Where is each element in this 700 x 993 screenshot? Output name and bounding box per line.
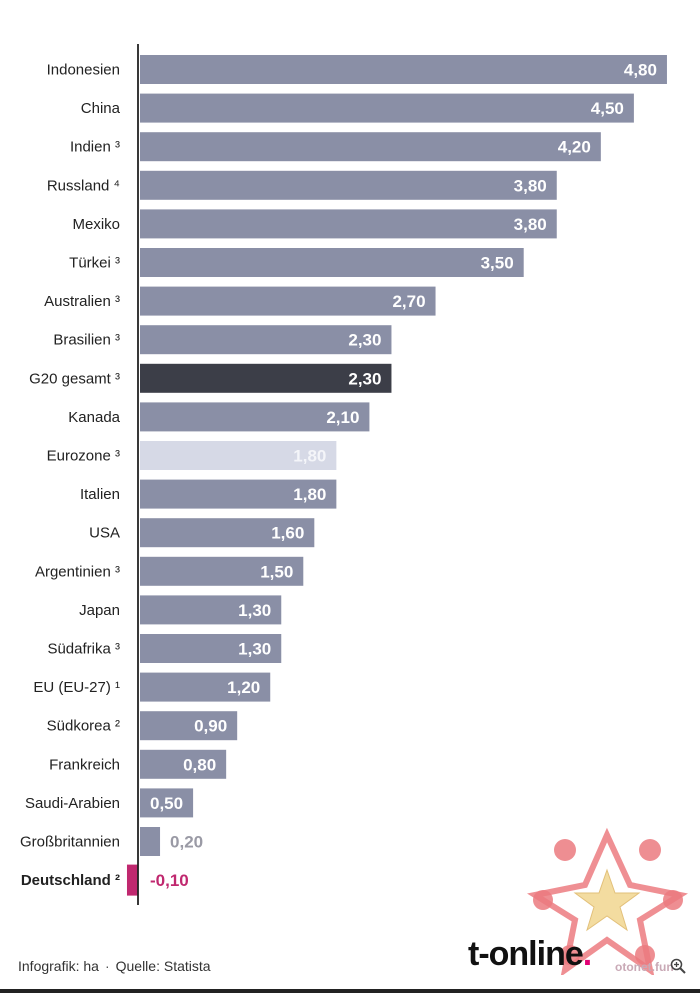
value-label: 0,80 (183, 755, 216, 774)
category-label: USA (89, 525, 120, 542)
bar-chart: Indonesien 4,80 China 4,50 Indien ³ 4,20 Russl… (20, 44, 669, 905)
category-label: Australien ³ (44, 293, 120, 310)
zoom-in-icon[interactable] (670, 958, 686, 974)
value-label: 4,50 (591, 99, 624, 118)
bar (138, 323, 394, 357)
chart-footer: Infografik: ha · Quelle: Statista (18, 958, 211, 974)
value-label: 0,20 (170, 833, 203, 852)
bar (138, 400, 372, 434)
category-label: Türkei ³ (69, 255, 120, 272)
logo-text: t-online (468, 935, 584, 973)
category-label: Großbritannien (20, 834, 120, 851)
value-label: 3,50 (481, 254, 514, 273)
category-label: Brasilien ³ (53, 332, 120, 349)
value-label: 2,70 (392, 292, 425, 311)
category-label: Deutschland ² (21, 872, 120, 889)
bar (138, 825, 163, 858)
category-label: Eurozone ³ (47, 448, 120, 465)
bar (138, 207, 559, 241)
bar (138, 91, 636, 125)
category-label: China (81, 100, 121, 117)
bar (138, 747, 229, 781)
value-label: 1,80 (293, 447, 326, 466)
value-label: 3,80 (514, 215, 547, 234)
value-label: 1,20 (227, 678, 260, 697)
logo-dot: . (582, 935, 593, 973)
category-label: Kanada (68, 409, 120, 426)
bar (138, 246, 526, 279)
category-label: EU (EU-27) ¹ (33, 679, 120, 696)
value-label: 3,80 (514, 176, 547, 195)
bottom-divider (0, 989, 700, 993)
category-label: Japan (79, 602, 120, 619)
category-label: Frankreich (49, 756, 120, 773)
value-label: 0,90 (194, 717, 227, 736)
value-label: 4,80 (624, 61, 657, 80)
bar (138, 53, 669, 86)
category-label: Russland ⁴ (47, 177, 120, 194)
category-label: Mexiko (72, 216, 120, 233)
value-label: 2,10 (326, 408, 359, 427)
footer-separator: · (104, 958, 110, 974)
value-label: 0,50 (150, 794, 183, 813)
bar (138, 554, 306, 588)
bar (138, 632, 284, 665)
category-label: Indonesien (47, 62, 120, 79)
source-text: Quelle: Statista (115, 958, 211, 974)
bar (138, 284, 438, 318)
bar (138, 477, 339, 511)
value-label: 1,80 (293, 485, 326, 504)
bar (138, 439, 339, 472)
category-label: Südkorea ² (47, 718, 120, 735)
bar (138, 130, 603, 164)
watermark-text: otonet.fun (615, 960, 674, 974)
category-label: Südafrika ³ (47, 641, 120, 658)
credit-text: Infografik: ha (18, 958, 99, 974)
value-label: -0,10 (150, 871, 189, 890)
t-online-logo: t-online. (468, 935, 593, 974)
watermark-logo-icon (527, 827, 688, 975)
category-label: Saudi-Arabien (25, 795, 120, 812)
bar (138, 786, 196, 820)
category-label: Argentinien ³ (35, 563, 120, 580)
bar (138, 593, 284, 627)
value-label: 1,50 (260, 562, 293, 581)
bar (138, 516, 317, 550)
bar (138, 361, 394, 395)
bar (126, 864, 138, 896)
value-label: 1,30 (238, 601, 271, 620)
value-label: 2,30 (348, 369, 381, 388)
value-label: 1,30 (238, 640, 271, 659)
category-label: Indien ³ (70, 139, 120, 156)
bar (138, 168, 559, 202)
bar (138, 709, 240, 743)
bar (138, 670, 273, 704)
value-label: 4,20 (558, 138, 591, 157)
category-label: G20 gesamt ³ (29, 370, 120, 387)
value-label: 2,30 (348, 331, 381, 350)
category-label: Italien (80, 486, 120, 503)
value-label: 1,60 (271, 524, 304, 543)
